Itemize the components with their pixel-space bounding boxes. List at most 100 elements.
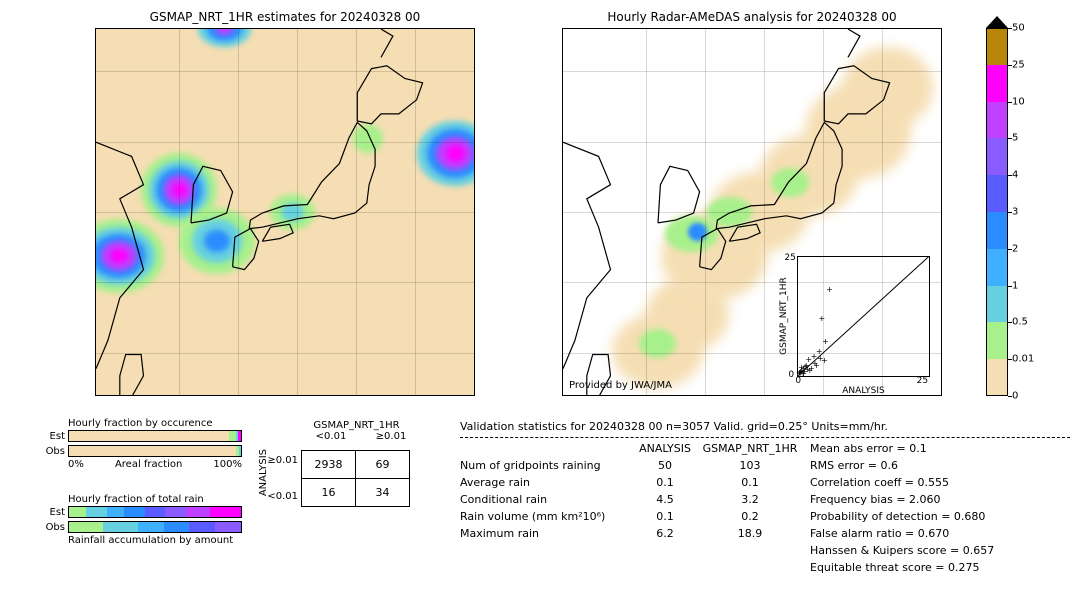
validation-row: Maximum rain6.218.9 — [460, 525, 810, 542]
validation-score: Mean abs error = 0.1 — [810, 440, 1070, 457]
score-val: 0.670 — [918, 527, 950, 540]
hbar-seg — [210, 507, 241, 517]
colorbar-seg — [986, 102, 1008, 139]
xtick-label: 130°E — [690, 395, 720, 396]
colorbar-tick: 2 — [1012, 243, 1018, 254]
xtick-label: 125°E — [163, 395, 193, 396]
validation-title: Validation statistics for 20240328 00 n=… — [460, 418, 1070, 435]
score-val: 0.6 — [880, 459, 898, 472]
val-b: 103 — [700, 457, 800, 474]
score-lbl: Mean abs error = — [810, 442, 906, 455]
val-b: 0.1 — [700, 474, 800, 491]
hbar-seg — [215, 522, 241, 532]
validation-score: Equitable threat score = 0.275 — [810, 559, 1070, 576]
validation-row: Average rain0.10.1 — [460, 474, 810, 491]
colorbar-seg — [986, 212, 1008, 249]
ct-cell-10: 16 — [302, 478, 356, 506]
validation-score: Hanssen & Kuipers score = 0.657 — [810, 542, 1070, 559]
validation-score: Probability of detection = 0.680 — [810, 508, 1070, 525]
score-lbl: Equitable threat score = — [810, 561, 944, 574]
colorbar-seg — [986, 322, 1008, 359]
hbar-seg — [239, 446, 241, 456]
val-lbl: Average rain — [460, 474, 630, 491]
hbar-seg — [138, 522, 164, 532]
hbar-seg — [164, 522, 190, 532]
val-head-b: GSMAP_NRT_1HR — [700, 440, 800, 457]
colorbar-seg — [986, 28, 1008, 65]
occ-axis-label: Areal fraction — [84, 459, 214, 470]
colorbar-tick: 0 — [1012, 391, 1018, 402]
ct-cell-11: 34 — [356, 478, 410, 506]
colorbar-seg — [986, 249, 1008, 286]
validation-row: Rain volume (mm km²10⁶)0.10.2 — [460, 508, 810, 525]
colorbar-seg — [986, 138, 1008, 175]
val-a: 0.1 — [630, 474, 700, 491]
contingency-table: 2938 69 16 34 — [301, 450, 410, 507]
occurrence-title: Hourly fraction by occurence — [68, 418, 242, 429]
score-lbl: False alarm ratio = — [810, 527, 914, 540]
hbar-row: Est — [42, 429, 242, 443]
score-val: 0.275 — [948, 561, 980, 574]
val-b: 3.2 — [700, 491, 800, 508]
validation-score: Correlation coeff = 0.555 — [810, 474, 1070, 491]
hbar-track — [68, 445, 242, 457]
score-lbl: RMS error = — [810, 459, 877, 472]
hbar-row: Obs — [42, 444, 242, 458]
occ-right-tick: 100% — [213, 459, 242, 470]
totalrain-title: Hourly fraction of total rain — [68, 494, 242, 505]
colorbar-tick: 1 — [1012, 280, 1018, 291]
ct-cell-01: 69 — [356, 450, 410, 478]
colorbar-tick: 5 — [1012, 133, 1018, 144]
score-val: 0.555 — [918, 476, 950, 489]
validation-score: False alarm ratio = 0.670 — [810, 525, 1070, 542]
xtick-label: 130°E — [223, 395, 253, 396]
score-lbl: Hanssen & Kuipers score = — [810, 544, 959, 557]
hbar-track — [68, 521, 242, 533]
hbar-row: Obs — [42, 520, 242, 534]
right-map-frame: Provided by JWA/JMA+++++++++++++++++++++… — [562, 28, 942, 396]
hbar-seg — [86, 507, 107, 517]
hbar-seg — [69, 507, 86, 517]
occurrence-panel: Hourly fraction by occurence Est Obs 0% A… — [42, 418, 242, 470]
xtick-label: 135°E — [749, 395, 779, 396]
score-val: 0.680 — [954, 510, 986, 523]
val-lbl: Num of gridpoints raining — [460, 457, 630, 474]
occ-left-tick: 0% — [68, 459, 84, 470]
xtick-label: 140°E — [808, 395, 838, 396]
score-val: 0.657 — [963, 544, 995, 557]
score-lbl: Correlation coeff = — [810, 476, 914, 489]
right-map-title: Hourly Radar-AMeDAS analysis for 2024032… — [562, 10, 942, 24]
val-a: 4.5 — [630, 491, 700, 508]
hbar-track — [68, 506, 242, 518]
score-val: 2.060 — [909, 493, 941, 506]
colorbar-overflow-icon — [986, 16, 1008, 28]
hbar-seg — [69, 431, 229, 441]
xtick-label: 135°E — [282, 395, 312, 396]
hbar-seg — [238, 431, 241, 441]
val-a: 6.2 — [630, 525, 700, 542]
validation-panel: Validation statistics for 20240328 00 n=… — [460, 418, 1070, 576]
xtick-label: 125°E — [630, 395, 660, 396]
colorbar-tick: 0.01 — [1012, 354, 1034, 365]
totalrain-footer: Rainfall accumulation by amount — [68, 535, 242, 546]
hbar-seg — [107, 507, 124, 517]
xtick-label: 145°E — [400, 395, 430, 396]
hbar-label: Obs — [42, 446, 68, 457]
colorbar-seg — [986, 359, 1008, 396]
hbar-seg — [69, 522, 103, 532]
hbar-label: Est — [42, 507, 68, 518]
hbar-seg — [189, 522, 215, 532]
hbar-seg — [69, 446, 236, 456]
validation-score: RMS error = 0.6 — [810, 457, 1070, 474]
val-a: 50 — [630, 457, 700, 474]
colorbar-tick: 0.5 — [1012, 317, 1028, 328]
colorbar-tick: 50 — [1012, 23, 1025, 34]
colorbar-seg — [986, 286, 1008, 323]
val-lbl: Maximum rain — [460, 525, 630, 542]
hbar-row: Est — [42, 505, 242, 519]
score-lbl: Probability of detection = — [810, 510, 950, 523]
ct-row-title: ANALYSIS — [258, 449, 269, 496]
hbar-seg — [103, 522, 137, 532]
ct-col0: <0.01 — [301, 431, 361, 442]
ct-row1: <0.01 — [271, 478, 301, 514]
